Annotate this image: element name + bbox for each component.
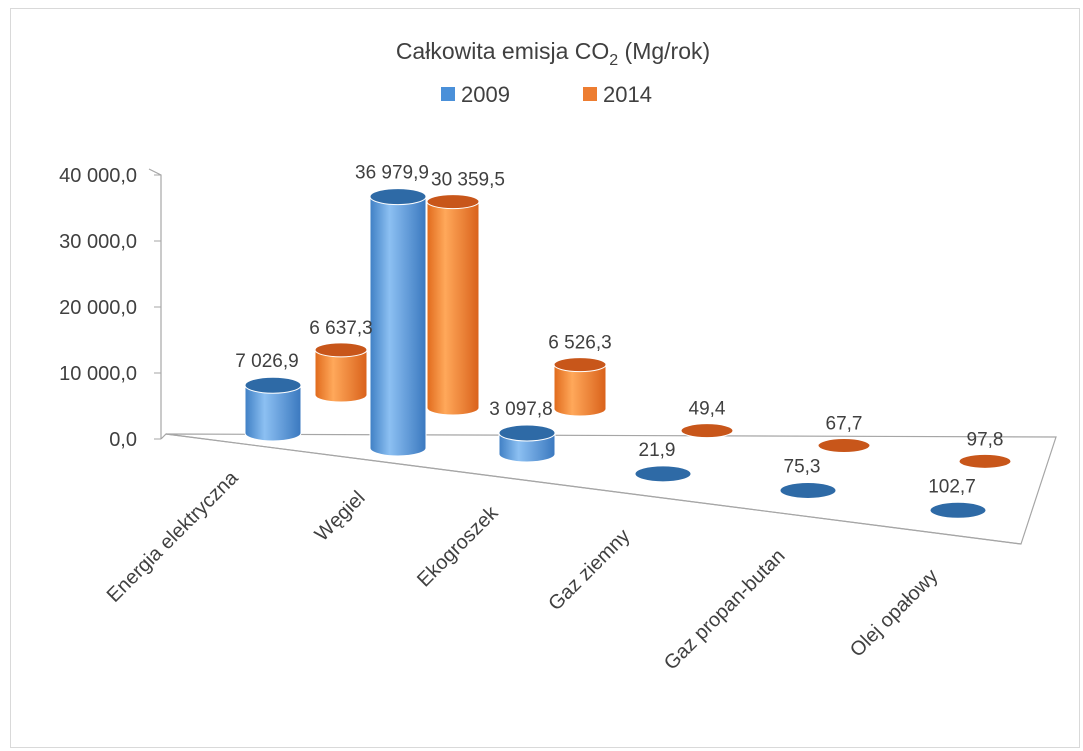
bar-2009-0-top [244, 376, 302, 394]
x-tick-label: Węgiel [311, 487, 370, 546]
bar-2009-1 [369, 188, 427, 457]
y-tick-label: 40 000,0 [59, 165, 137, 187]
data-label-2014: 6 637,3 [309, 318, 372, 339]
bar-2009-4-top [779, 481, 837, 499]
bar-2014-0-top [314, 342, 368, 358]
bar-2009-1-body [369, 196, 427, 457]
bar-2014-2-top [553, 357, 607, 373]
bars [244, 188, 1012, 519]
bar-2009-4 [779, 481, 837, 499]
y-axis-line [148, 168, 162, 439]
x-tick-label: Gaz ziemny [544, 525, 634, 615]
data-label-2009: 3 097,8 [489, 399, 552, 420]
bar-2009-5 [929, 501, 987, 519]
bar-2014-1-body [426, 201, 480, 416]
bar-2009-3-top [634, 465, 692, 483]
legend-swatch-2009 [441, 87, 455, 101]
x-tick-label: Ekogroszek [413, 501, 503, 591]
data-label-2014: 6 526,3 [548, 333, 611, 354]
bar-2014-5 [958, 453, 1012, 469]
data-labels: 7 026,9 36 979,9 3 097,8 21,9 75,3 102,7 6 637… [235, 163, 1003, 498]
bar-2014-4-top [817, 438, 871, 454]
chart-title-sub: 2 [609, 52, 618, 69]
floor-front-edge [165, 433, 1022, 545]
legend-label-2014: 2014 [603, 82, 652, 107]
x-tick-label: Gaz propan-butan [660, 545, 790, 675]
bar-2014-3 [680, 423, 734, 439]
data-label-2009: 21,9 [639, 440, 676, 461]
y-tick-label: 30 000,0 [59, 231, 137, 253]
bar-2009-2-top [498, 424, 556, 442]
chart-title: Całkowita emisja CO2 (Mg/rok) [396, 38, 710, 69]
x-tick-label: Energia elektryczna [103, 466, 243, 606]
x-tick-label: Olej opałowy [846, 565, 943, 662]
bar-2014-1 [426, 194, 480, 416]
bar-2014-0-body [314, 349, 368, 403]
bar-2009-1-top [369, 188, 427, 206]
bar-2009-0 [244, 376, 302, 442]
data-label-2014: 30 359,5 [431, 170, 505, 191]
bar-2014-2 [553, 357, 607, 417]
legend: 2009 2014 [441, 82, 652, 107]
chart-frame: Całkowita emisja CO2 (Mg/rok) 2009 2014 … [10, 8, 1080, 748]
y-tick-label: 0,0 [109, 429, 137, 451]
data-label-2009: 102,7 [928, 476, 976, 497]
y-ticks: 0,0 10 000,0 20 000,0 30 000,0 40 000,0 [59, 165, 161, 451]
bar-2014-2-body [553, 364, 607, 417]
bar-2009-5-top [929, 501, 987, 519]
chart-svg: Całkowita emisja CO2 (Mg/rok) 2009 2014 … [59, 38, 1057, 675]
data-label-2009: 36 979,9 [355, 163, 429, 184]
bar-2014-1-top [426, 194, 480, 210]
legend-swatch-2014 [583, 87, 597, 101]
chart-title-tail: (Mg/rok) [618, 38, 710, 64]
bar-2009-2 [498, 424, 556, 463]
bar-2014-0 [314, 342, 368, 403]
data-label-2009: 75,3 [784, 456, 821, 477]
data-label-2014: 97,8 [967, 429, 1004, 450]
chart-title-main: Całkowita emisja CO [396, 38, 609, 64]
bar-2009-0-body [244, 384, 302, 442]
legend-label-2009: 2009 [461, 82, 510, 107]
y-tick-label: 10 000,0 [59, 363, 137, 385]
data-label-2014: 67,7 [826, 414, 863, 435]
bar-2009-3 [634, 465, 692, 483]
bar-2014-5-top [958, 453, 1012, 469]
data-label-2009: 7 026,9 [235, 351, 298, 372]
bar-2014-3-top [680, 423, 734, 439]
data-label-2014: 49,4 [689, 399, 726, 420]
y-tick-label: 20 000,0 [59, 297, 137, 319]
bar-2014-4 [817, 438, 871, 454]
